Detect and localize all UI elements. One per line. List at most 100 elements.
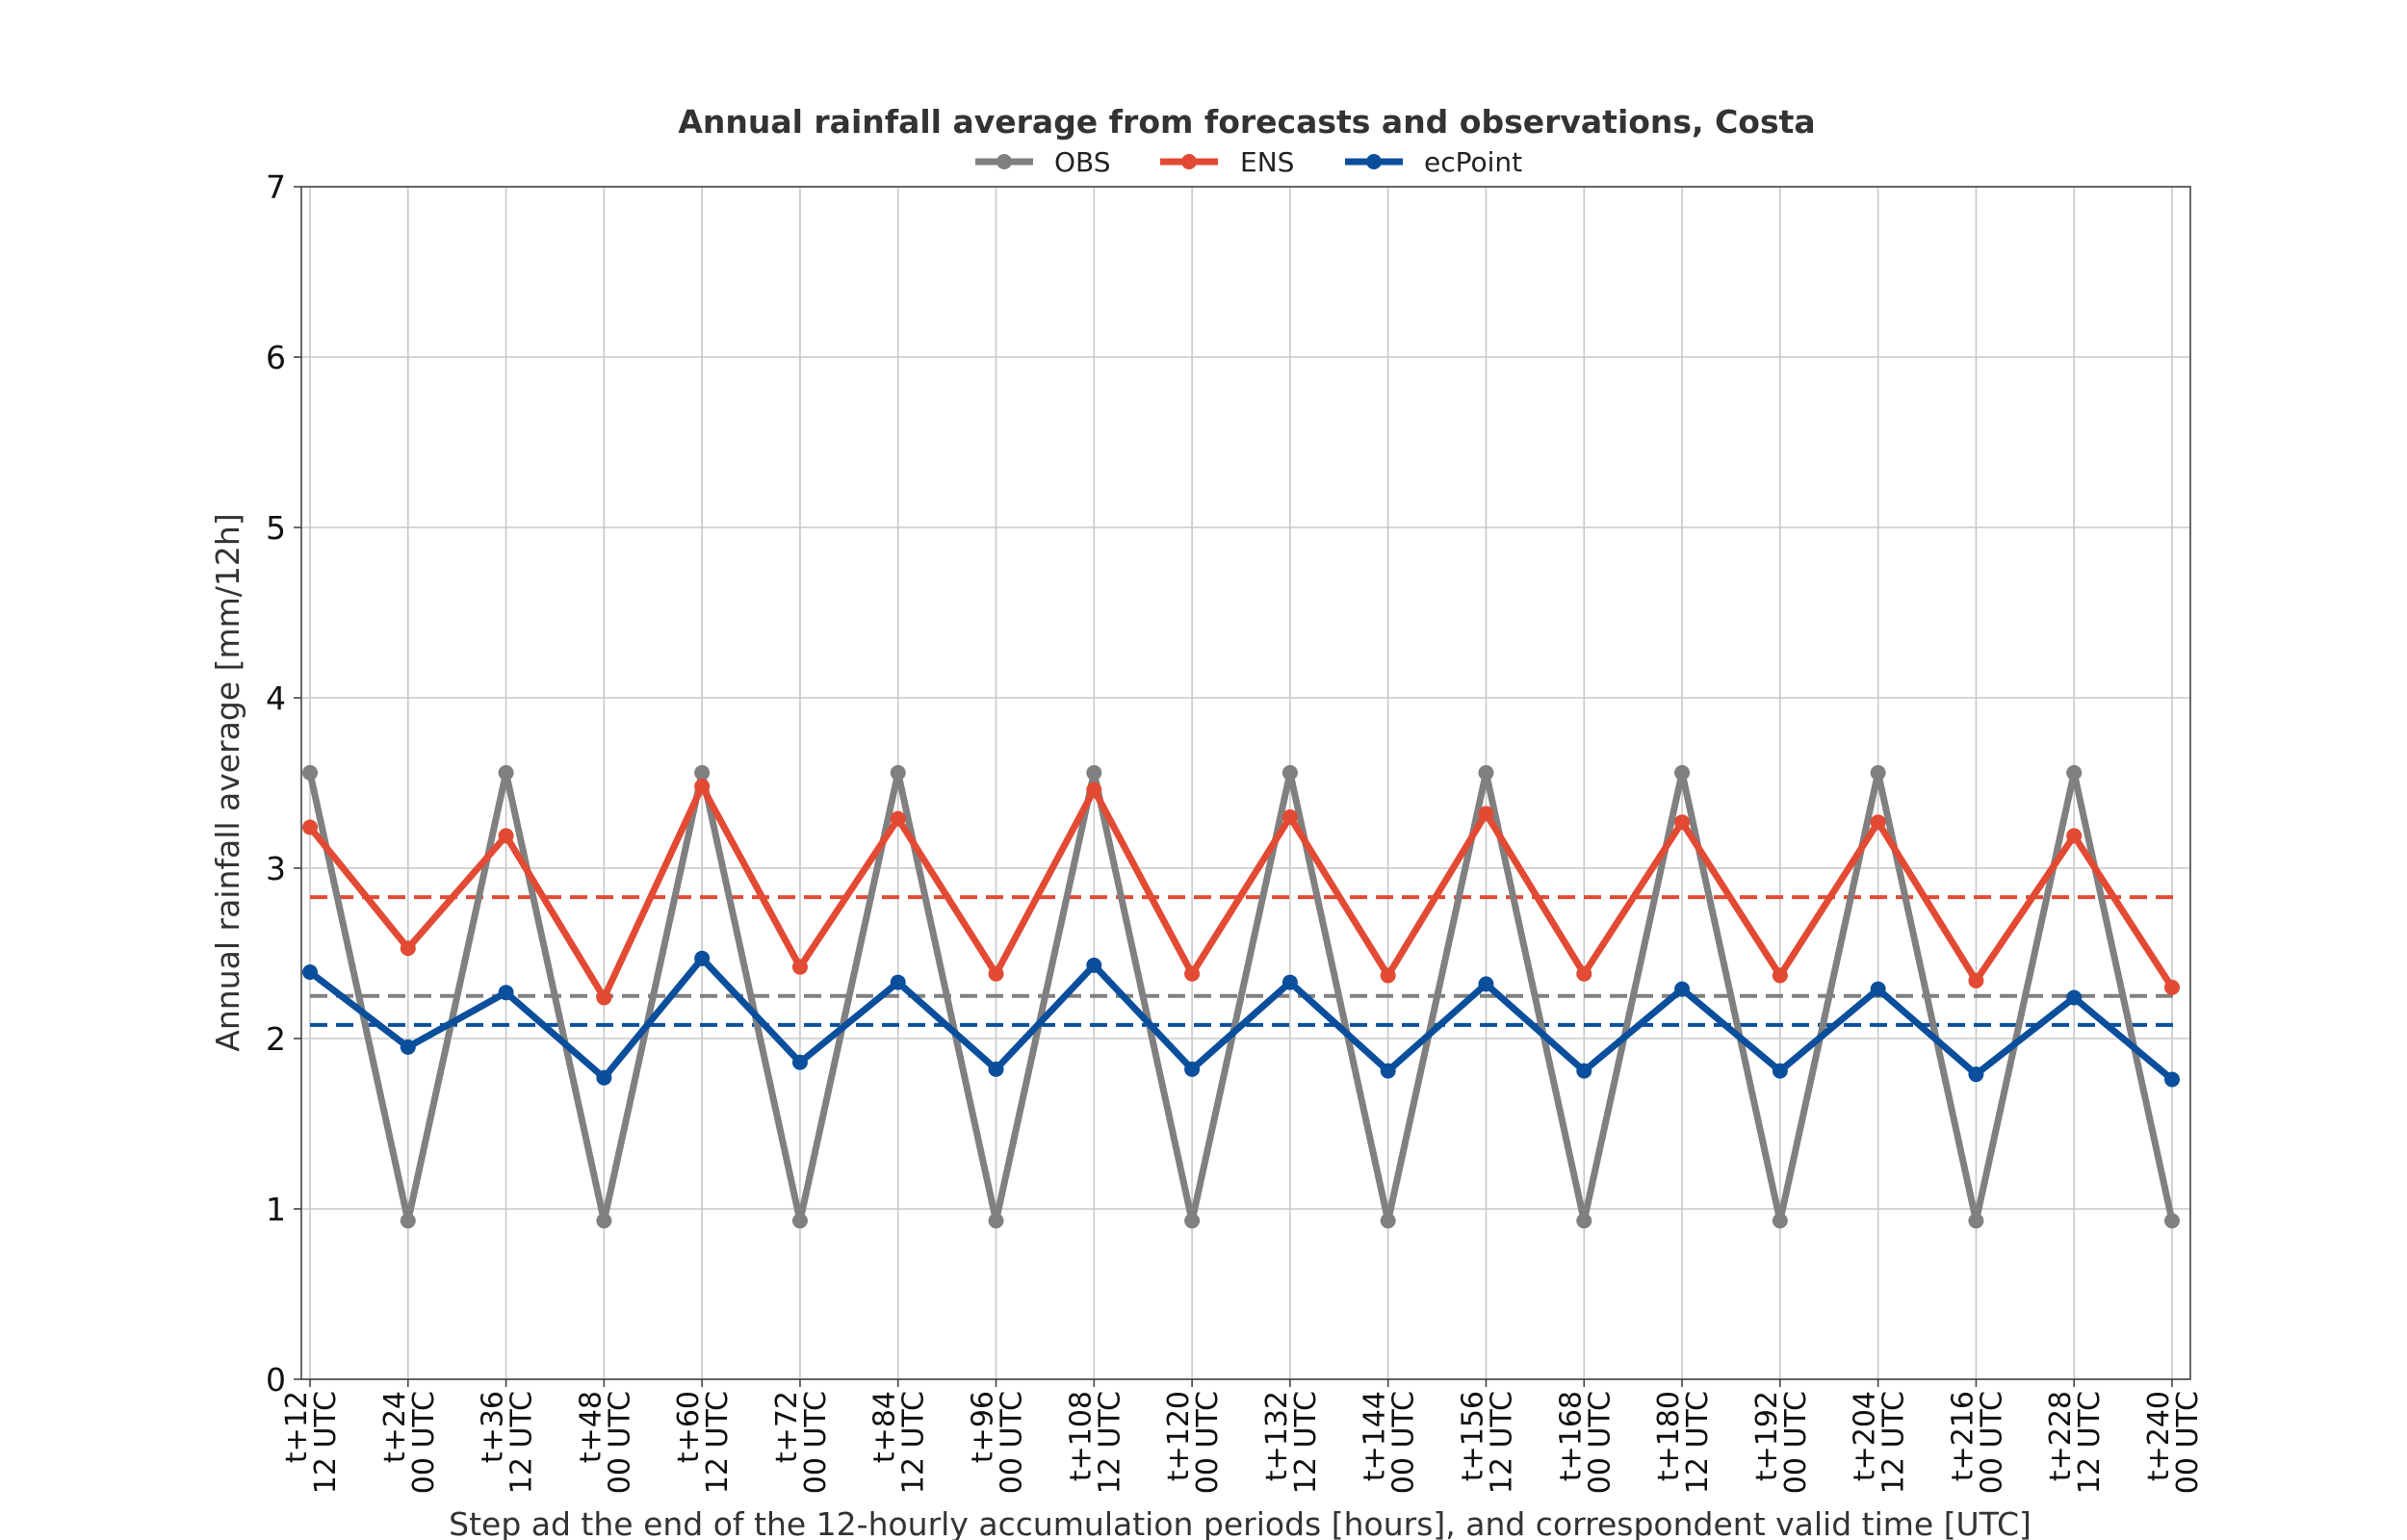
data-point-ecpoint [498, 985, 514, 1001]
grid [301, 186, 2190, 1380]
data-point-ens [890, 810, 906, 827]
data-point-ens [1870, 814, 1886, 831]
x-tick-step: t+156 [1456, 1391, 1489, 1481]
data-point-ens [1674, 814, 1691, 831]
x-tick-step: t+144 [1359, 1391, 1392, 1481]
legend-item-ens: ENS [1160, 146, 1294, 178]
x-tick-step: t+120 [1162, 1391, 1196, 1481]
data-point-ens [596, 989, 612, 1006]
y-tick-label: 7 [266, 168, 286, 206]
legend-label: OBS [1054, 146, 1111, 178]
y-tick-label: 1 [266, 1191, 286, 1228]
data-point-ens [694, 779, 711, 795]
legend-marker [1366, 154, 1382, 169]
x-tick-time: 12 UTC [1877, 1391, 1911, 1494]
data-point-obs [2066, 764, 2083, 781]
y-tick-label: 6 [266, 339, 286, 376]
data-point-obs [2164, 1213, 2180, 1229]
data-point-ens [1968, 972, 1984, 988]
series-points [302, 764, 2180, 1229]
x-tick-time: 00 UTC [603, 1391, 636, 1494]
data-point-ens [791, 959, 808, 975]
data-point-ecpoint [596, 1069, 612, 1086]
data-point-obs [1478, 764, 1494, 781]
x-tick-time: 12 UTC [2073, 1391, 2107, 1494]
x-tick-time: 00 UTC [1387, 1391, 1421, 1494]
legend: OBS ENS ecPoint [975, 146, 1522, 178]
data-point-ecpoint [1968, 1066, 1984, 1083]
x-tick-step: t+180 [1652, 1391, 1686, 1481]
x-tick-time: 12 UTC [1093, 1391, 1126, 1494]
x-tick-time: 00 UTC [2171, 1391, 2205, 1494]
x-tick-time: 12 UTC [1485, 1391, 1518, 1494]
data-point-obs [988, 1213, 1004, 1229]
data-point-ecpoint [2066, 989, 2083, 1006]
y-tick-label: 4 [266, 680, 286, 717]
data-point-obs [1281, 764, 1298, 781]
x-tick-time: 12 UTC [897, 1391, 931, 1494]
x-tick-step: t+204 [1849, 1391, 1882, 1481]
x-tick-step: t+192 [1750, 1391, 1784, 1481]
data-point-ecpoint [1870, 981, 1886, 997]
data-point-obs [1674, 764, 1691, 781]
data-point-ecpoint [1184, 1061, 1201, 1077]
y-tick-label: 5 [266, 509, 286, 547]
data-point-ens [498, 828, 514, 844]
legend-item-obs: OBS [975, 146, 1111, 178]
series-lines [306, 772, 2176, 1222]
data-point-ens [1478, 806, 1494, 822]
x-tick-time: 00 UTC [1191, 1391, 1225, 1494]
data-point-ecpoint [2164, 1071, 2180, 1088]
data-point-obs [1870, 764, 1886, 781]
data-point-ens [400, 940, 416, 957]
y-tick-label: 0 [266, 1361, 286, 1399]
data-point-obs [1968, 1213, 1984, 1229]
x-tick-time: 12 UTC [505, 1391, 539, 1494]
x-tick-step: t+36 [477, 1391, 510, 1463]
y-tick-label: 2 [266, 1020, 286, 1058]
data-point-ecpoint [1478, 976, 1494, 992]
x-tick-step: t+168 [1554, 1391, 1588, 1481]
x-axis-label: Step ad the end of the 12-hourly accumul… [449, 1505, 2032, 1540]
x-tick-time: 00 UTC [996, 1391, 1029, 1494]
x-tick-step: t+228 [2044, 1391, 2078, 1481]
data-point-ecpoint [400, 1039, 416, 1055]
data-point-ecpoint [988, 1061, 1004, 1077]
data-point-ens [1772, 967, 1788, 984]
data-point-obs [890, 764, 906, 781]
data-point-ens [2066, 828, 2083, 844]
x-tick-step: t+60 [672, 1391, 706, 1463]
x-tick-time: 00 UTC [799, 1391, 833, 1494]
x-tick-time: 00 UTC [1583, 1391, 1617, 1494]
data-point-obs [694, 764, 711, 781]
legend-item-ecpoint: ecPoint [1345, 146, 1522, 178]
x-tick-time: 12 UTC [701, 1391, 735, 1494]
data-point-ecpoint [1576, 1063, 1592, 1079]
x-tick-step: t+96 [967, 1391, 1000, 1463]
chart-title: Annual rainfall average from forecasts a… [678, 103, 1815, 141]
x-tick-time: 00 UTC [407, 1391, 441, 1494]
legend-marker [996, 154, 1012, 169]
data-point-obs [1184, 1213, 1201, 1229]
data-point-obs [1380, 1213, 1396, 1229]
legend-marker [1181, 154, 1197, 169]
y-axis-label: Annual rainfall average [mm/12h] [209, 513, 246, 1051]
data-point-ecpoint [1674, 981, 1691, 997]
data-point-obs [302, 764, 318, 781]
data-point-ens [1281, 808, 1298, 825]
data-point-ecpoint [1086, 957, 1102, 973]
data-point-obs [1772, 1213, 1788, 1229]
